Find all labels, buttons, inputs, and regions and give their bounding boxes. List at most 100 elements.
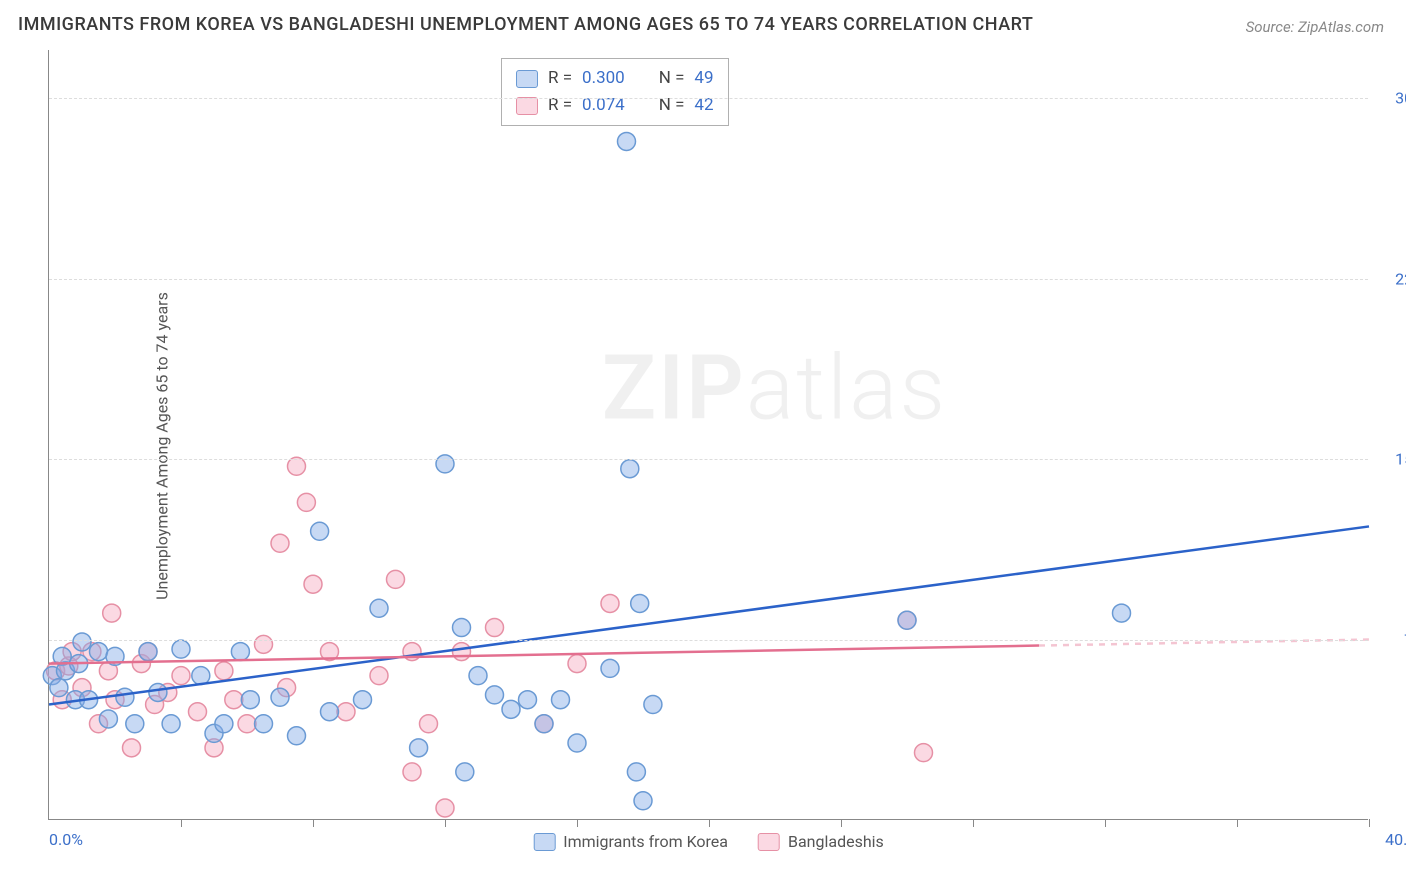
data-point [535,715,553,733]
legend-series: Immigrants from Korea Bangladeshis [533,832,884,851]
legend-n-label: N = [659,65,685,92]
data-point [568,734,586,752]
trend-line [49,526,1369,704]
x-tick [709,819,710,827]
data-point [172,667,190,685]
data-point [90,643,108,661]
data-point [123,739,141,757]
data-point [601,659,619,677]
data-point [436,455,454,473]
data-point [618,132,636,150]
data-point [139,643,157,661]
legend-n-label: N = [659,92,685,119]
data-point [634,792,652,810]
data-point [370,599,388,617]
data-point [103,604,121,622]
legend-swatch [533,833,555,851]
data-point [552,691,570,709]
x-tick [577,819,578,827]
data-point [644,696,662,714]
data-point [99,710,117,728]
scatter-svg [49,50,1368,819]
data-point [255,715,273,733]
x-tick [445,819,446,827]
x-max-label: 40.0% [1385,830,1406,849]
legend-stat-row: R = 0.074 N = 42 [516,92,714,119]
data-point [116,688,134,706]
x-tick [313,819,314,827]
legend-series-item: Immigrants from Korea [533,832,728,851]
data-point [631,594,649,612]
legend-swatch [516,70,538,88]
data-point [73,633,91,651]
data-point [420,715,438,733]
data-point [387,570,405,588]
data-point [304,575,322,593]
gridline [49,459,1368,460]
data-point [410,739,428,757]
data-point [436,799,454,817]
data-point [231,643,249,661]
data-point [255,635,273,653]
gridline [49,279,1368,280]
legend-series-label: Immigrants from Korea [563,832,728,851]
data-point [225,691,243,709]
data-point [337,703,355,721]
legend-n-value: 42 [694,92,713,119]
legend-stats: R = 0.300N = 49R = 0.074N = 42 [501,58,729,126]
data-point [271,688,289,706]
data-point [502,700,520,718]
legend-r-value: 0.074 [582,92,625,119]
data-point [50,679,68,697]
data-point [469,667,487,685]
data-point [189,703,207,721]
legend-swatch [758,833,780,851]
chart-title: IMMIGRANTS FROM KOREA VS BANGLADESHI UNE… [18,14,1033,35]
data-point [486,619,504,637]
data-point [126,715,144,733]
legend-series-label: Bangladeshis [788,832,884,851]
gridline [49,98,1368,99]
y-tick-label: 7.5% [1378,630,1406,649]
data-point [403,763,421,781]
data-point [456,763,474,781]
data-point [354,691,372,709]
data-point [271,534,289,552]
data-point [238,715,256,733]
trend-line [49,646,1039,664]
data-point [288,727,306,745]
data-point [297,493,315,511]
legend-r-label: R = [548,92,572,119]
legend-r-label: R = [548,65,572,92]
data-point [915,744,933,762]
y-tick-label: 30.0% [1378,89,1406,108]
data-point [486,686,504,704]
x-tick [1369,819,1370,827]
data-point [601,594,619,612]
data-point [241,691,259,709]
data-point [568,655,586,673]
y-tick-label: 22.5% [1378,269,1406,288]
data-point [627,763,645,781]
data-point [311,522,329,540]
data-point [172,640,190,658]
legend-stat-row: R = 0.300N = 49 [516,65,714,92]
legend-swatch [516,97,538,115]
y-tick-label: 15.0% [1378,450,1406,469]
data-point [519,691,537,709]
gridline [49,640,1368,641]
data-point [215,662,233,680]
data-point [453,643,471,661]
data-point [453,619,471,637]
x-tick [1237,819,1238,827]
legend-r-value: 0.300 [582,65,625,92]
plot-area: ZIPatlas R = 0.300N = 49R = 0.074N = 42 … [48,50,1368,820]
x-tick [181,819,182,827]
data-point [1113,604,1131,622]
data-point [370,667,388,685]
source-label: Source: ZipAtlas.com [1246,18,1384,36]
data-point [215,715,233,733]
data-point [162,715,180,733]
x-tick [841,819,842,827]
data-point [621,460,639,478]
